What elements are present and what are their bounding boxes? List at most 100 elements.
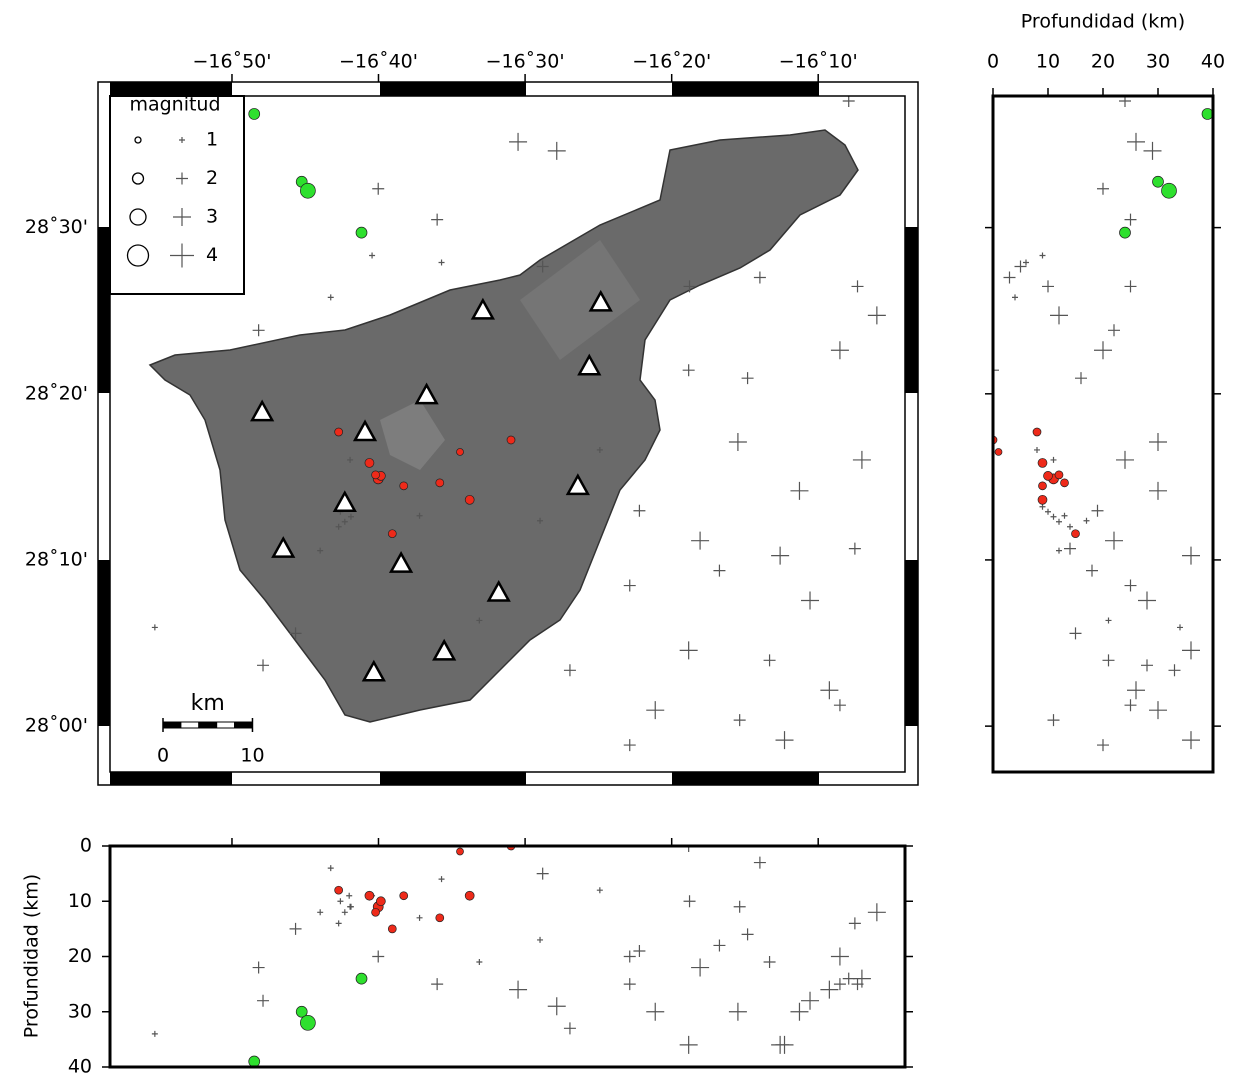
depth-tick-label: 0: [987, 51, 999, 73]
event-circle: [1039, 482, 1047, 490]
lon-tick-label: −16˚40': [339, 51, 418, 73]
event-cross: [1149, 482, 1167, 500]
event-cross: [336, 920, 342, 926]
event-cross: [729, 1003, 747, 1021]
event-cross: [597, 887, 603, 893]
depth-tick-label: 40: [68, 1056, 92, 1078]
event-circle: [388, 530, 396, 538]
event-cross: [1004, 271, 1016, 283]
event-cross: [691, 959, 709, 977]
event-cross: [1051, 457, 1057, 463]
event-cross: [1094, 341, 1112, 359]
depth-tick-label: 10: [68, 890, 92, 912]
scale-segment: [163, 722, 181, 728]
depth-bottom-area: [152, 840, 886, 1067]
event-cross: [680, 1036, 698, 1054]
event-circle: [249, 1056, 260, 1067]
event-cross: [849, 917, 861, 929]
event-cross: [1070, 627, 1082, 639]
event-cross: [1097, 739, 1109, 751]
lat-tick-label: 28˚00': [25, 715, 88, 737]
event-circle: [1044, 471, 1053, 480]
event-cross: [1062, 513, 1068, 519]
depth-tick-label: 10: [1036, 51, 1060, 73]
event-circle: [1120, 227, 1131, 238]
event-circle: [457, 848, 464, 855]
event-circle: [300, 1015, 315, 1030]
event-cross: [1127, 133, 1145, 151]
lat-tick-label: 28˚20': [25, 382, 88, 404]
depth-tick-label: 30: [68, 1000, 92, 1022]
depth-tick-label: 20: [68, 945, 92, 967]
lat-tick-label: 28˚10': [25, 548, 88, 570]
scale-tick-label: 0: [157, 745, 169, 767]
scale-tick-label: 10: [240, 745, 264, 767]
event-cross: [1105, 532, 1123, 550]
legend-label: 3: [206, 206, 218, 228]
scale-segment: [235, 722, 253, 728]
event-cross: [1012, 294, 1018, 300]
event-cross: [328, 865, 334, 871]
event-circle: [1061, 479, 1069, 487]
event-cross: [1051, 514, 1057, 520]
event-circle: [400, 892, 408, 900]
event-cross: [1092, 505, 1104, 517]
event-circle: [1055, 471, 1063, 479]
depth-right-area: [987, 95, 1213, 751]
event-cross: [1064, 543, 1076, 555]
event-cross: [831, 948, 849, 966]
event-circle: [1162, 183, 1177, 198]
depth-bottom-frame: [110, 846, 905, 1067]
event-cross: [764, 956, 776, 968]
event-circle: [1038, 458, 1047, 467]
event-circle: [372, 908, 380, 916]
event-cross: [253, 962, 265, 974]
event-circle: [335, 886, 343, 894]
legend-title: magnitud: [129, 94, 220, 116]
event-circle: [507, 436, 515, 444]
event-cross: [548, 997, 566, 1015]
event-cross: [1048, 714, 1060, 726]
event-cross: [1125, 280, 1137, 292]
depth-tick-label: 30: [1146, 51, 1170, 73]
event-circle: [376, 897, 385, 906]
event-cross: [1182, 641, 1200, 659]
event-circle: [1033, 428, 1041, 436]
lon-tick-label: −16˚20': [632, 51, 711, 73]
event-circle: [457, 448, 464, 455]
event-cross: [537, 937, 543, 943]
event-circle: [1153, 176, 1164, 187]
event-cross: [257, 995, 269, 1007]
depth-bottom-label: Profundidad (km): [21, 874, 43, 1038]
event-cross: [1149, 701, 1167, 719]
event-cross: [1169, 664, 1181, 676]
event-circle: [365, 458, 374, 467]
event-cross: [346, 893, 352, 899]
event-circle: [436, 914, 444, 922]
event-cross: [1067, 524, 1073, 530]
event-cross: [1116, 451, 1134, 469]
event-circle: [335, 428, 343, 436]
lon-tick-label: −16˚50': [192, 51, 271, 73]
event-cross: [509, 981, 527, 999]
event-circle: [372, 471, 380, 479]
lon-tick-label: −16˚10': [779, 51, 858, 73]
event-cross: [713, 939, 725, 951]
event-cross: [431, 978, 443, 990]
event-cross: [1141, 659, 1153, 671]
event-cross: [342, 909, 348, 915]
event-cross: [1138, 592, 1156, 610]
event-cross: [1040, 253, 1046, 259]
scale-segment: [199, 722, 217, 728]
event-cross: [372, 951, 384, 963]
legend-box: [110, 96, 244, 294]
event-cross: [790, 1003, 808, 1021]
event-cross: [1103, 654, 1115, 666]
event-cross: [1040, 504, 1046, 510]
figure: magnitud Profundidad (km) Profundidad (k…: [0, 0, 1239, 1079]
event-cross: [1034, 447, 1040, 453]
event-cross: [1084, 518, 1090, 524]
event-cross: [290, 923, 302, 935]
event-circle: [1038, 495, 1047, 504]
event-cross: [868, 903, 886, 921]
